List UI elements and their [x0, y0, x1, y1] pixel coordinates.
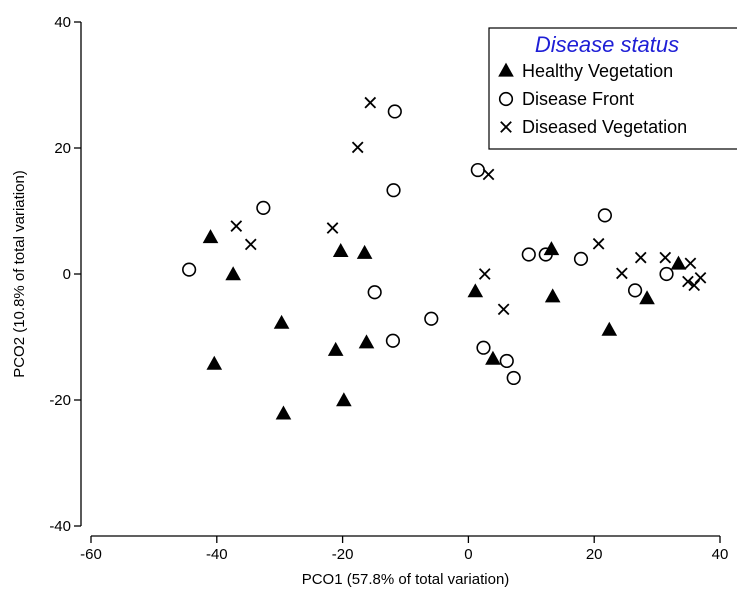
- cross-marker: [659, 251, 672, 264]
- data-points: [182, 96, 707, 420]
- legend-label: Diseased Vegetation: [522, 117, 687, 137]
- circle-marker: [385, 333, 401, 348]
- circle-marker: [499, 353, 514, 369]
- cross-marker: [482, 168, 495, 181]
- triangle-marker: [544, 288, 561, 303]
- triangle-marker: [332, 243, 349, 257]
- triangle-marker: [275, 405, 292, 420]
- triangle-marker: [336, 392, 352, 407]
- legend-cross-marker: [500, 121, 512, 133]
- legend: Disease status Healthy Vegetation Disease…: [488, 27, 737, 150]
- y-tick-label: 20: [54, 140, 71, 157]
- cross-marker: [634, 251, 647, 264]
- y-tick-label: 0: [63, 266, 71, 283]
- x-tick-label: 0: [464, 546, 472, 563]
- triangle-marker: [358, 334, 375, 349]
- circle-marker: [659, 266, 674, 282]
- y-tick-label: 40: [54, 14, 71, 31]
- triangle-marker: [356, 244, 373, 259]
- legend-circle-marker: [498, 91, 514, 107]
- triangle-marker: [225, 266, 241, 281]
- triangle-marker: [670, 255, 687, 270]
- cross-marker: [616, 267, 628, 280]
- circle-marker: [521, 247, 536, 262]
- circle-marker: [386, 183, 401, 198]
- x-axis-title: PCO1 (57.8% of total variation): [302, 571, 510, 588]
- triangle-marker: [485, 350, 501, 365]
- cross-marker: [326, 222, 339, 234]
- circle-marker: [470, 162, 485, 178]
- axis-ticks: -40 -20 0 20 40 -60 -40 -20 0 20 40: [49, 14, 728, 563]
- triangle-marker: [273, 314, 290, 329]
- circle-marker: [627, 283, 643, 298]
- circle-marker: [506, 370, 521, 386]
- x-tick-label: -60: [80, 546, 102, 563]
- x-tick-label: 20: [586, 546, 603, 563]
- triangle-marker: [202, 229, 219, 244]
- legend-items: Healthy Vegetation Disease Front Diseased …: [498, 61, 687, 137]
- legend-label: Disease Front: [522, 89, 634, 109]
- triangle-marker: [206, 355, 223, 370]
- cross-marker: [684, 257, 697, 270]
- circle-marker: [573, 251, 589, 266]
- cross-marker: [478, 268, 491, 280]
- x-tick-label: -20: [332, 546, 354, 563]
- cross-marker: [364, 96, 377, 109]
- legend-triangle-marker: [498, 62, 514, 77]
- legend-label: Healthy Vegetation: [522, 61, 673, 81]
- circle-marker: [538, 247, 553, 262]
- triangle-marker: [327, 341, 344, 356]
- y-tick-label: -40: [49, 518, 71, 535]
- legend-box: [488, 27, 737, 150]
- cross-marker: [230, 220, 243, 232]
- cross-marker: [351, 141, 364, 154]
- x-tick-label: -40: [206, 546, 228, 563]
- y-tick-label: -20: [49, 392, 71, 409]
- circle-marker: [387, 104, 402, 119]
- cross-marker: [244, 238, 257, 251]
- circle-marker: [256, 200, 271, 215]
- y-axis-title: PCO2 (10.8% of total variation): [11, 170, 28, 378]
- circle-marker: [476, 340, 491, 355]
- triangle-marker: [467, 283, 484, 298]
- cross-marker: [497, 303, 510, 316]
- cross-marker: [694, 271, 707, 284]
- cross-marker: [592, 237, 605, 250]
- circle-marker: [367, 285, 382, 300]
- triangle-marker: [639, 290, 655, 305]
- cross-marker: [682, 275, 694, 288]
- circle-marker: [182, 262, 197, 277]
- triangle-marker: [601, 321, 618, 336]
- circle-marker: [597, 208, 612, 223]
- legend-title: Disease status: [535, 32, 679, 57]
- circle-marker: [424, 311, 439, 326]
- x-tick-label: 40: [712, 546, 729, 563]
